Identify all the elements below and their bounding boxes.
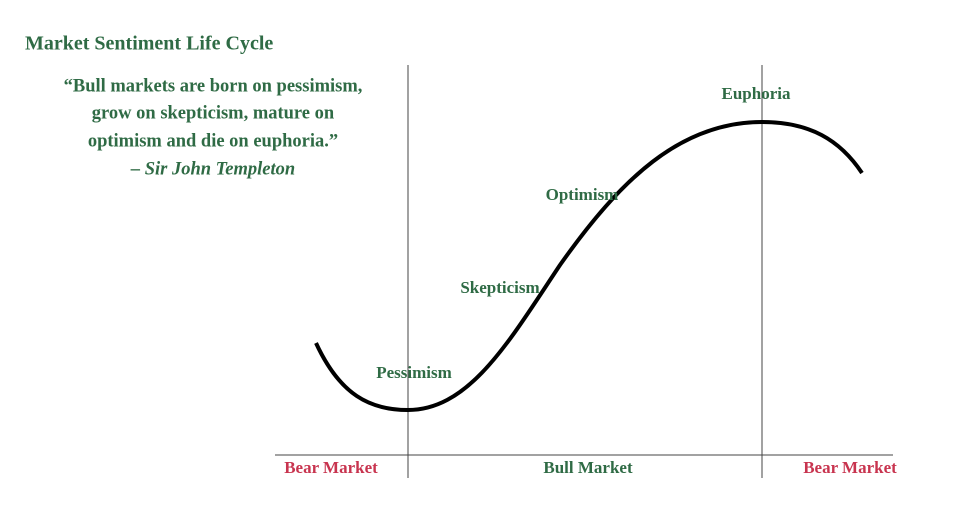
stage-label: Optimism: [546, 185, 619, 204]
phase-label: Bull Market: [543, 458, 633, 477]
sentiment-curve: [314, 119, 864, 413]
stage-label: Skepticism: [460, 278, 539, 297]
title: Market Sentiment Life Cycle: [25, 33, 273, 55]
phase-label: Bear Market: [803, 458, 897, 477]
quote-line: “Bull markets are born on pessimism,: [64, 76, 363, 96]
stage-label: Euphoria: [722, 84, 791, 103]
phase-label: Bear Market: [284, 458, 378, 477]
quote-line: grow on skepticism, mature on: [92, 103, 335, 123]
stage-label: Pessimism: [376, 363, 452, 382]
quote-attribution: – Sir John Templeton: [130, 159, 295, 179]
quote-line: optimism and die on euphoria.”: [88, 131, 338, 151]
